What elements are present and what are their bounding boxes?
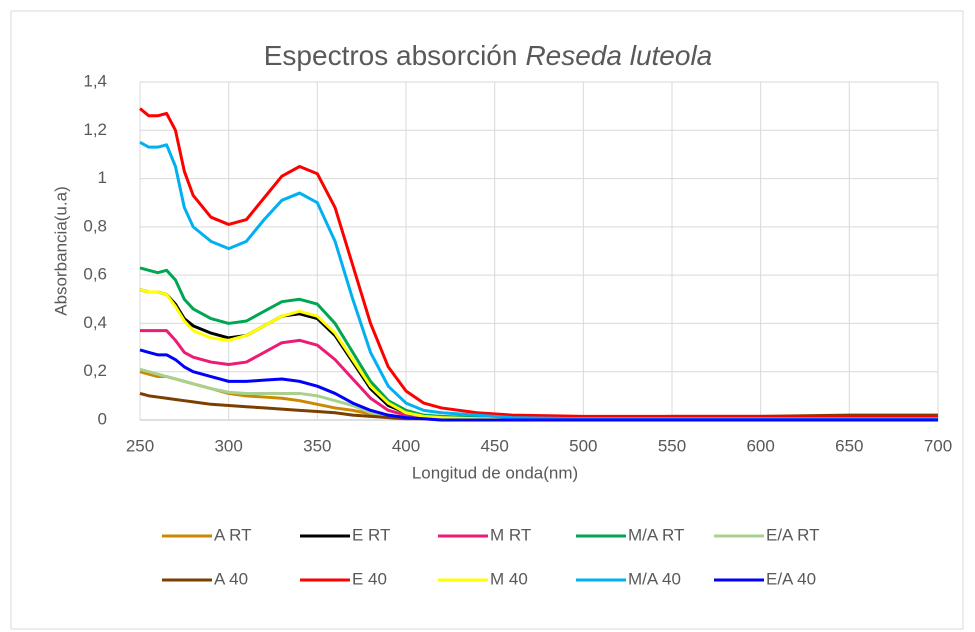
x-tick-label: 300 (214, 436, 242, 455)
legend-label: A RT (214, 525, 251, 544)
y-tick-label: 0,4 (83, 313, 107, 332)
x-tick-label: 600 (746, 436, 774, 455)
series-line (139, 141, 938, 421)
x-tick-label: 550 (658, 436, 686, 455)
legend-label: A 40 (214, 569, 248, 588)
x-tick-label: 450 (480, 436, 508, 455)
title-text: Espectros absorción (264, 40, 518, 71)
legend-label: M/A 40 (628, 569, 681, 588)
legend-label: E/A RT (766, 525, 820, 544)
y-tick-label: 0,6 (83, 265, 107, 284)
legend-label: E 40 (352, 569, 387, 588)
legend-label: M RT (490, 525, 531, 544)
y-tick-label: 1,2 (83, 120, 107, 139)
y-tick-label: 0,2 (83, 361, 107, 380)
y-tick-label: 0,8 (83, 216, 107, 235)
legend-label: E RT (352, 525, 390, 544)
x-tick-label: 500 (569, 436, 597, 455)
series-line (139, 107, 938, 418)
chart-title: Espectros absorción Reseda luteola (264, 40, 713, 71)
y-tick-label: 1,4 (83, 71, 107, 90)
x-tick-label: 400 (392, 436, 420, 455)
x-tick-label: 650 (835, 436, 863, 455)
legend-label: M/A RT (628, 525, 684, 544)
title-italic: Reseda luteola (525, 40, 712, 71)
x-tick-label: 250 (126, 436, 154, 455)
y-axis-label: Absorbancia(u.a) (51, 186, 70, 315)
chart-border (10, 10, 964, 630)
legend-label: M 40 (490, 569, 528, 588)
series-line (139, 348, 938, 422)
legend-label: E/A 40 (766, 569, 816, 588)
y-tick-label: 1 (98, 168, 107, 187)
x-tick-label: 350 (303, 436, 331, 455)
x-tick-label: 700 (924, 436, 952, 455)
x-axis-label: Longitud de onda(nm) (412, 463, 578, 482)
y-tick-label: 0 (98, 409, 107, 428)
